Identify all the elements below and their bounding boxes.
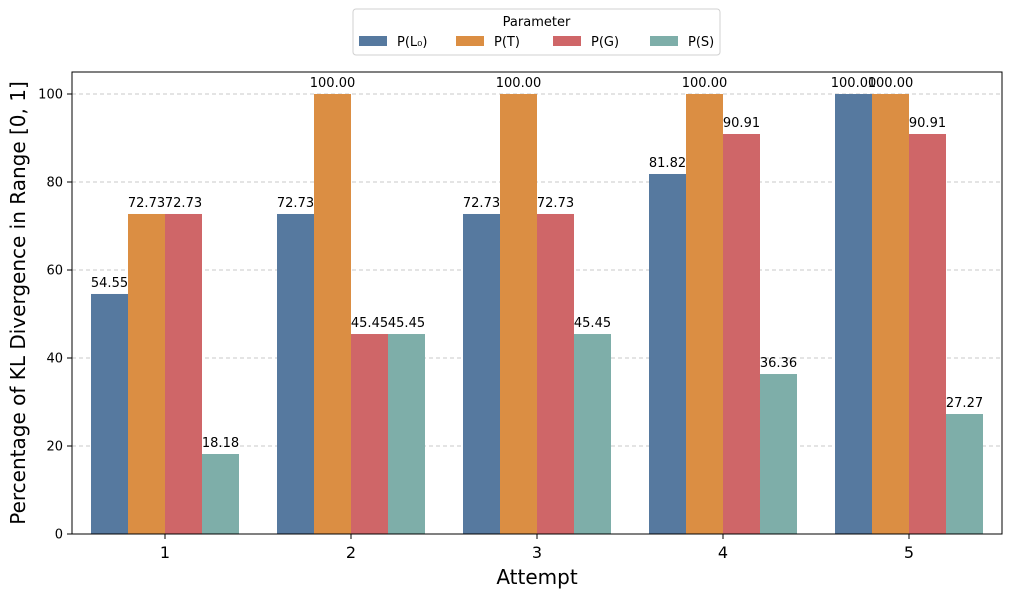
plot-frame: [71, 71, 1003, 535]
legend-label: P(S): [688, 35, 714, 50]
bar: [946, 414, 983, 534]
data-label: 18.18: [202, 436, 239, 451]
bar: [165, 213, 202, 534]
x-tick-label: 4: [718, 543, 728, 562]
legend-swatch: [650, 36, 678, 46]
bar: [388, 334, 425, 534]
data-label: 72.73: [537, 196, 574, 211]
data-label: 72.73: [128, 196, 165, 211]
x-tick-label: 2: [346, 543, 356, 562]
data-label: 72.73: [463, 196, 500, 211]
bar: [872, 94, 909, 534]
bar: [202, 454, 239, 534]
bar: [277, 213, 314, 534]
data-label: 45.45: [574, 316, 611, 331]
data-label: 27.27: [946, 396, 983, 411]
y-axis-title: Percentage of KL Divergence in Range [0,…: [6, 81, 30, 525]
legend-title: Parameter: [503, 15, 571, 30]
legend-box: [352, 8, 721, 56]
bar: [351, 334, 388, 534]
bar: [500, 94, 537, 534]
y-tick-label: 100: [38, 88, 63, 103]
bar: [463, 213, 500, 534]
data-label: 72.73: [165, 196, 202, 211]
x-tick-label: 3: [532, 543, 542, 562]
data-label: 54.55: [91, 276, 128, 291]
bar: [314, 94, 351, 534]
data-label: 100.00: [831, 76, 877, 91]
legend-swatch: [359, 36, 387, 46]
legend-swatch: [456, 36, 484, 46]
legend-swatch: [553, 36, 581, 46]
legend-label: P(G): [591, 35, 619, 50]
data-label: 90.91: [723, 116, 760, 131]
legend-label: P(L₀): [397, 35, 427, 50]
data-label: 72.73: [277, 196, 314, 211]
y-tick-label: 0: [55, 528, 63, 543]
x-axis-title: Attempt: [496, 565, 577, 589]
data-label: 45.45: [388, 316, 425, 331]
bar: [574, 334, 611, 534]
bar: [835, 94, 872, 534]
bar: [686, 94, 723, 534]
y-tick-label: 20: [46, 440, 63, 455]
data-label: 36.36: [760, 356, 797, 371]
data-label: 90.91: [909, 116, 946, 131]
bar: [537, 213, 574, 534]
y-tick-label: 80: [46, 176, 63, 191]
legend-label: P(T): [494, 35, 520, 50]
bar: [91, 293, 128, 534]
y-tick-label: 60: [46, 264, 63, 279]
bar: [760, 374, 797, 534]
data-label: 100.00: [496, 76, 542, 91]
x-tick-label: 1: [160, 543, 170, 562]
data-label: 45.45: [351, 316, 388, 331]
data-label: 100.00: [310, 76, 356, 91]
bar: [723, 133, 760, 534]
data-label: 81.82: [649, 156, 686, 171]
data-label: 100.00: [868, 76, 914, 91]
y-tick-label: 40: [46, 352, 63, 367]
bar: [909, 133, 946, 534]
data-label: 100.00: [682, 76, 728, 91]
bar: [649, 173, 686, 534]
x-tick-label: 5: [904, 543, 914, 562]
bar: [128, 213, 165, 534]
